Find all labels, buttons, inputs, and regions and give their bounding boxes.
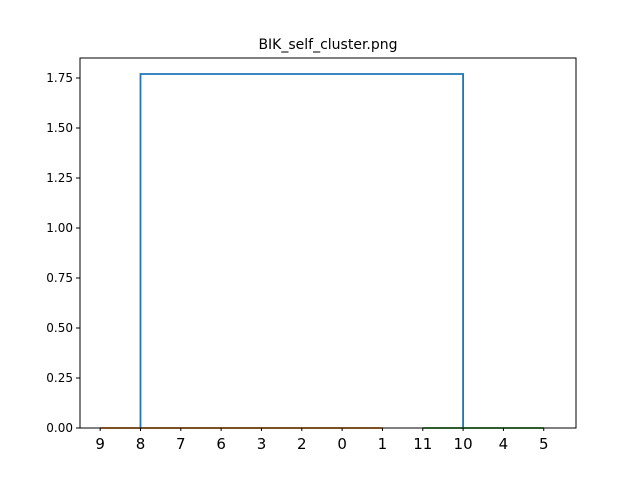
y-tick-label-0.00: 0.00 [46, 421, 73, 435]
y-tick-label-1.00: 1.00 [46, 221, 73, 235]
dendrogram-link-0 [139, 73, 464, 428]
x-tick-label-10: 10 [454, 435, 473, 453]
y-tick-label-1.50: 1.50 [46, 121, 73, 135]
axes-frame [79, 57, 577, 429]
x-tick-label-4: 4 [499, 435, 509, 453]
x-tick-label-7: 7 [176, 435, 186, 453]
y-tick-label-0.25: 0.25 [46, 371, 73, 385]
x-tick-label-9: 9 [95, 435, 105, 453]
y-tick-label-1.25: 1.25 [46, 171, 73, 185]
x-tick-label-2: 2 [297, 435, 307, 453]
y-tick-label-1.75: 1.75 [46, 71, 73, 85]
x-tick-label-6: 6 [216, 435, 226, 453]
x-tick-label-11: 11 [413, 435, 432, 453]
x-tick-label-3: 3 [257, 435, 267, 453]
x-tick-label-8: 8 [136, 435, 146, 453]
chart-title: BIK_self_cluster.png [258, 37, 397, 53]
plot-area [100, 73, 544, 429]
x-tick-label-5: 5 [539, 435, 549, 453]
x-tick-label-0: 0 [337, 435, 347, 453]
y-tick-label-0.75: 0.75 [46, 271, 73, 285]
axes: 0.00 0.25 0.50 0.75 1.00 1.25 1.50 1.75 9 8 7 6 3 2 0 1… [46, 57, 577, 453]
x-tick-label-1: 1 [378, 435, 388, 453]
y-tick-label-0.50: 0.50 [46, 321, 73, 335]
